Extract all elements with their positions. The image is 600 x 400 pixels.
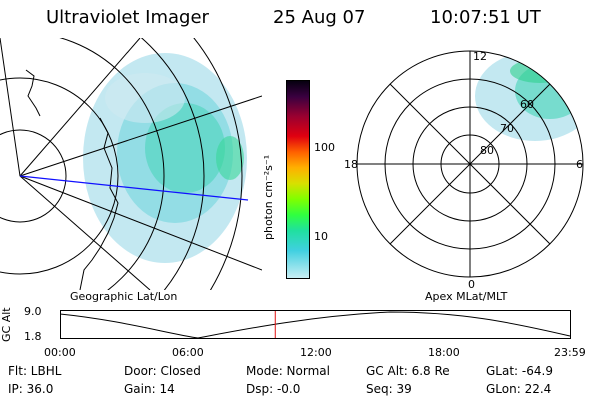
- glon-status: GLon: 22.4: [486, 382, 552, 396]
- door-status: Door: Closed: [124, 364, 201, 378]
- time-tick-1200: 12:00: [300, 346, 332, 359]
- ip-status: IP: 36.0: [8, 382, 54, 396]
- mlat-label-60: 60: [520, 98, 534, 111]
- altitude-tick-max: 9.0: [24, 305, 42, 318]
- colorbar-label: photon cm⁻²s⁻¹: [262, 154, 275, 240]
- gain-status: Gain: 14: [124, 382, 175, 396]
- mlat-mlt-polar-plot: 12 18 6 0 80 70 60: [344, 50, 584, 288]
- time-label: 10:07:51 UT: [430, 7, 541, 28]
- altitude-axis-label: GC Alt: [0, 307, 13, 342]
- gc-alt-status: GC Alt: 6.8 Re: [366, 364, 450, 378]
- left-panel-caption: Geographic Lat/Lon: [70, 290, 178, 303]
- mlt-label-0: 0: [468, 278, 475, 288]
- mlt-label-6: 6: [576, 158, 583, 171]
- filter-status: Flt: LBHL: [8, 364, 62, 378]
- coastline: [79, 117, 119, 290]
- instrument-title: Ultraviolet Imager: [46, 7, 209, 28]
- time-tick-0600: 06:00: [172, 346, 204, 359]
- geographic-map: [0, 38, 262, 290]
- mode-status: Mode: Normal: [246, 364, 330, 378]
- time-tick-0000: 00:00: [44, 346, 76, 359]
- altitude-tick-min: 1.8: [24, 330, 42, 343]
- time-tick-2359: 23:59: [554, 346, 586, 359]
- time-tick-1800: 18:00: [428, 346, 460, 359]
- seq-status: Seq: 39: [366, 382, 412, 396]
- sight-line: [19, 175, 249, 201]
- colorbar-tick-100: 100: [314, 141, 335, 154]
- mlt-label-12: 12: [473, 50, 487, 63]
- colorbar: [286, 80, 310, 279]
- mlat-label-70: 70: [500, 122, 514, 135]
- mlat-label-80: 80: [480, 144, 494, 157]
- right-panel-caption: Apex MLat/MLT: [425, 290, 508, 303]
- altitude-plot: [60, 310, 571, 339]
- dsp-status: Dsp: -0.0: [246, 382, 301, 396]
- date-label: 25 Aug 07: [273, 7, 366, 28]
- altitude-curve: [60, 311, 571, 339]
- colorbar-tick-10: 10: [314, 230, 328, 243]
- mlt-label-18: 18: [344, 158, 358, 171]
- glat-status: GLat: -64.9: [486, 364, 553, 378]
